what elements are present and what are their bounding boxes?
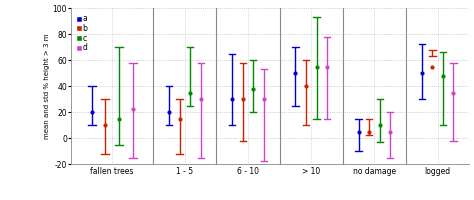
Y-axis label: mean and std % height > 3 m: mean and std % height > 3 m: [44, 33, 50, 139]
Legend: a, b, c, d: a, b, c, d: [77, 13, 88, 53]
X-axis label: 6 - 10: 6 - 10: [237, 167, 259, 176]
X-axis label: > 10: > 10: [302, 167, 320, 176]
X-axis label: logged: logged: [425, 167, 451, 176]
X-axis label: fallen trees: fallen trees: [91, 167, 134, 176]
X-axis label: no damage: no damage: [353, 167, 396, 176]
X-axis label: 1 - 5: 1 - 5: [176, 167, 193, 176]
